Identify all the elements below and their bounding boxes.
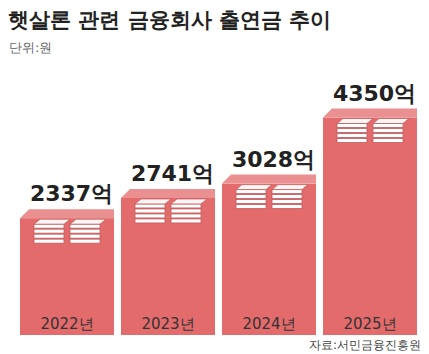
- chart: 햇살론 관련 금융회사 출연금 추이단위:원 2337억 2022년 2741억 202…: [0, 0, 429, 354]
- category-label: 2023년: [141, 315, 194, 333]
- icon-top: [373, 119, 409, 124]
- bar: [20, 218, 114, 335]
- icon-sheet: [337, 129, 367, 133]
- icon-sheet: [337, 134, 367, 138]
- bar-top: [222, 175, 316, 184]
- icon-sheet: [135, 219, 165, 223]
- data-label: 3028억: [232, 147, 315, 172]
- icon-top: [70, 219, 106, 224]
- icon-sheet: [34, 234, 64, 238]
- icon-sheet: [171, 204, 201, 208]
- icon-sheet: [236, 205, 266, 209]
- subtitle: 단위:원: [9, 40, 52, 55]
- icon-top: [236, 185, 272, 190]
- labels: 2337억 2022년 2741억 2023년 3028억 2024년 4350억 2025년: [30, 81, 416, 334]
- icon-sheet: [373, 129, 403, 133]
- icon-sheet: [236, 195, 266, 199]
- icon-top: [272, 185, 308, 190]
- bar: [121, 198, 215, 335]
- icon-sheet: [236, 190, 266, 194]
- icon-top: [171, 199, 207, 204]
- bar: [323, 118, 417, 336]
- icon-sheet: [34, 229, 64, 233]
- icon-sheet: [135, 209, 165, 213]
- icon-sheet: [34, 239, 64, 243]
- icon-sheet: [70, 224, 100, 228]
- icon-sheet: [337, 124, 367, 128]
- category-label: 2022년: [40, 315, 93, 333]
- icon-sheet: [272, 205, 302, 209]
- data-label: 2337억: [30, 181, 113, 206]
- icon-top: [337, 119, 373, 124]
- icon-sheet: [70, 229, 100, 233]
- icon-sheet: [171, 219, 201, 223]
- bar-top: [323, 109, 417, 118]
- icon-sheet: [373, 124, 403, 128]
- icon-sheet: [135, 214, 165, 218]
- icon-sheet: [236, 200, 266, 204]
- icon-sheet: [373, 134, 403, 138]
- data-label: 4350억: [333, 81, 416, 106]
- icon-sheet: [272, 195, 302, 199]
- icon-sheet: [272, 200, 302, 204]
- bar: [222, 184, 316, 335]
- icon-sheet: [171, 209, 201, 213]
- icon-top: [34, 219, 70, 224]
- icon-sheet: [70, 234, 100, 238]
- source: 자료:서민금융진흥원: [309, 338, 421, 352]
- bar-top: [20, 209, 114, 218]
- icon-sheet: [135, 204, 165, 208]
- category-label: 2025년: [343, 315, 396, 333]
- icon-sheet: [171, 214, 201, 218]
- icon-top: [135, 199, 171, 204]
- bars: [20, 109, 417, 336]
- category-label: 2024년: [242, 315, 295, 333]
- icon-sheet: [34, 224, 64, 228]
- icon-sheet: [337, 139, 367, 143]
- icon-sheet: [70, 239, 100, 243]
- bar-top: [121, 189, 215, 198]
- icon-sheet: [373, 139, 403, 143]
- data-label: 2741억: [131, 161, 214, 186]
- icon-sheet: [272, 190, 302, 194]
- title: 햇살론 관련 금융회사 출연금 추이: [8, 8, 331, 32]
